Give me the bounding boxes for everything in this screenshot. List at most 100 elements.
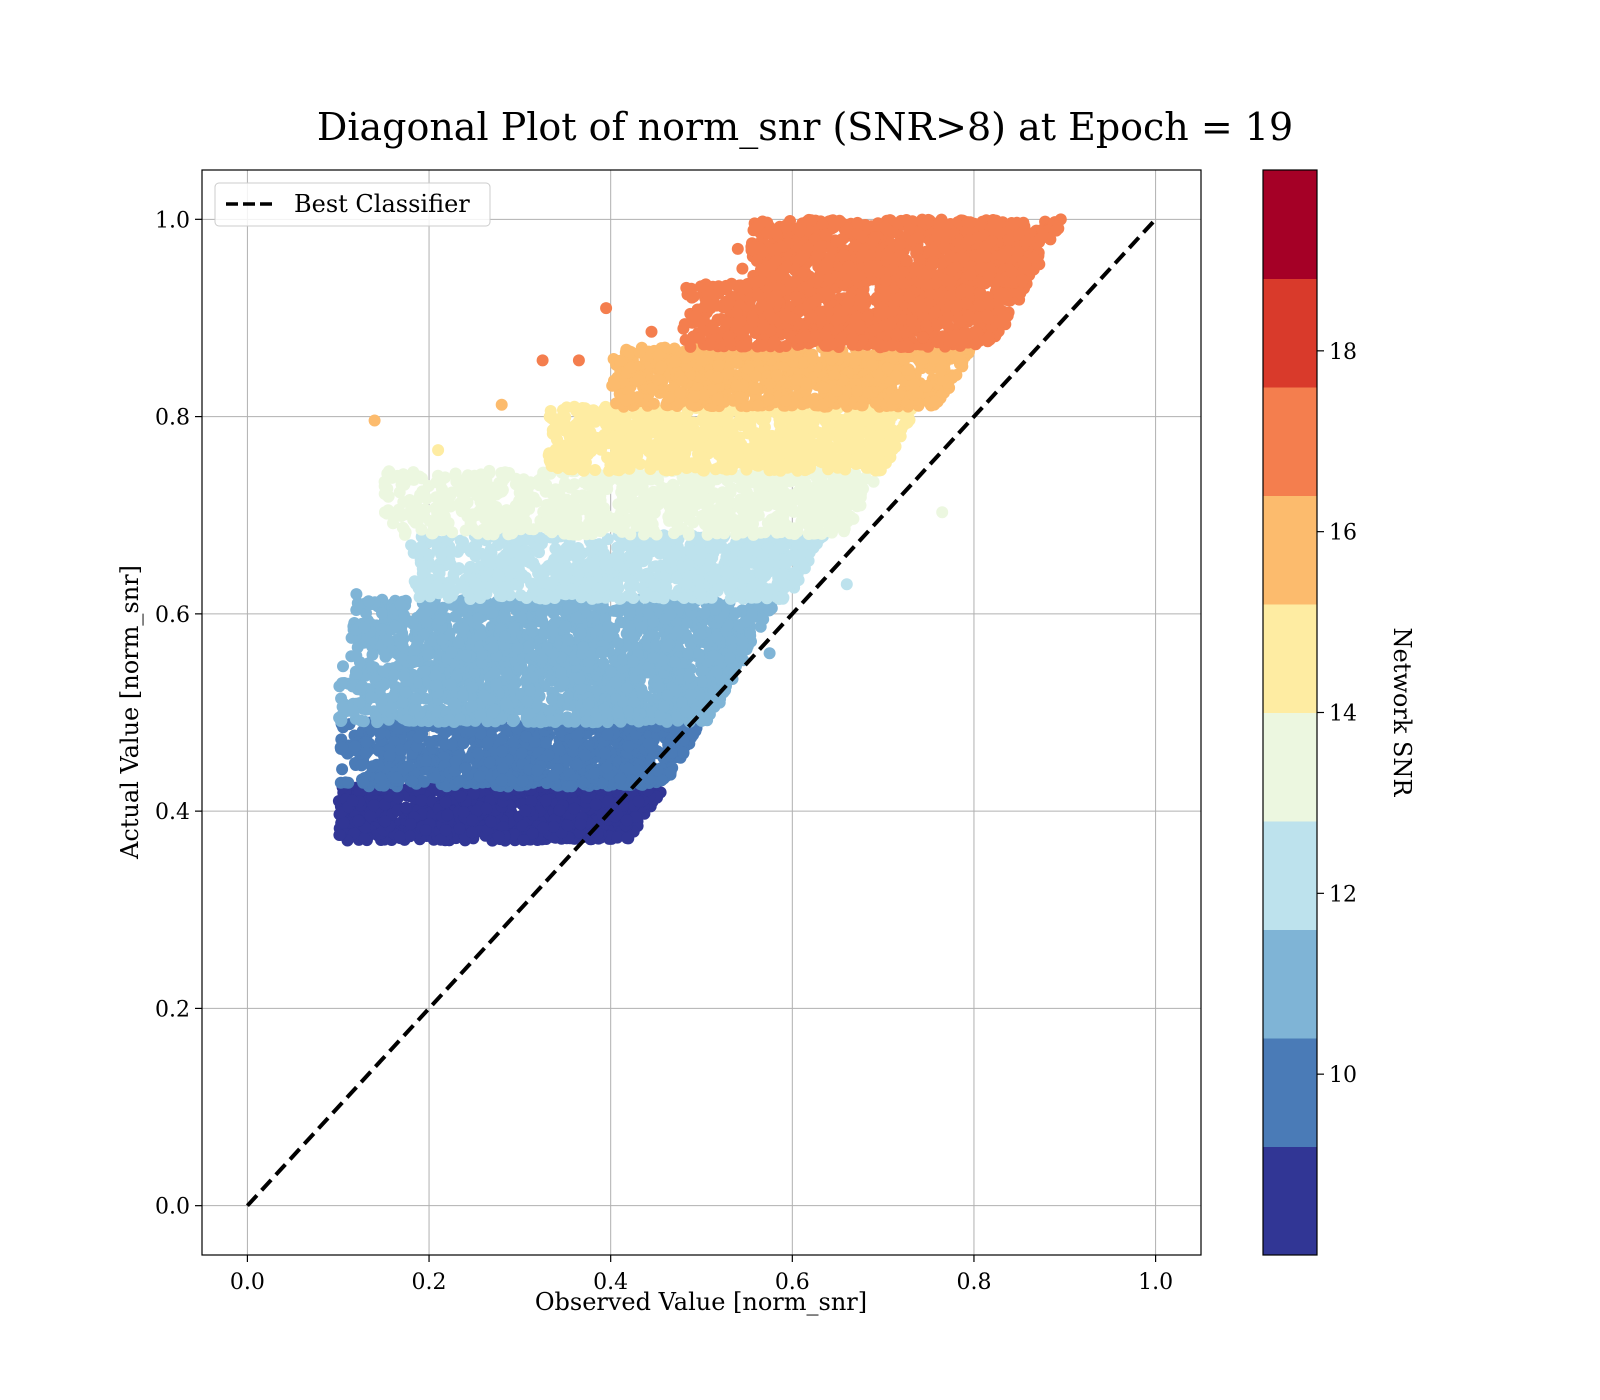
scatter-point-3563 xyxy=(422,648,435,661)
scatter-point-1089 xyxy=(418,775,431,788)
scatter-point-1712 xyxy=(366,760,379,773)
scatter-point-2685 xyxy=(397,670,410,683)
scatter-point-3569 xyxy=(452,636,465,649)
scatter-point-4371 xyxy=(584,545,597,558)
scatter-point-2683 xyxy=(521,695,534,708)
scatter-point-1774 xyxy=(357,776,370,789)
scatter-point-821 xyxy=(467,787,480,800)
scatter-point-4504 xyxy=(423,548,435,561)
scatter-point-1623 xyxy=(423,735,436,748)
scatter-point-1639 xyxy=(472,747,485,760)
scatter-point-3589 xyxy=(420,616,433,628)
scatter-point-3514 xyxy=(698,607,711,620)
scatter-point-3342 xyxy=(408,655,421,668)
scatter-point-1794 xyxy=(453,776,466,788)
scatter-point-851 xyxy=(454,790,467,803)
scatter-point-2526 xyxy=(336,700,349,713)
scatter-point-3543 xyxy=(486,641,499,654)
scatter-point-1746 xyxy=(664,766,677,779)
scatter-point-3495 xyxy=(474,628,487,641)
scatter-point-1778 xyxy=(614,773,627,786)
scatter-point-739 xyxy=(539,794,552,807)
scatter-point-1642 xyxy=(355,759,368,772)
scatter-point-1519 xyxy=(596,777,609,790)
scatter-point-839 xyxy=(602,795,615,808)
scatter-point-4380 xyxy=(719,565,732,578)
scatter-point-3548 xyxy=(358,621,371,634)
scatter-point-2691 xyxy=(524,684,536,697)
scatter-point-1744 xyxy=(540,777,553,790)
scatter-point-4436 xyxy=(640,587,653,600)
scatter-point-3561 xyxy=(709,603,722,616)
scatter-point-877 xyxy=(399,801,412,814)
scatter-point-870 xyxy=(547,820,560,833)
scatter-point-889 xyxy=(517,834,530,847)
scatter-point-3453 xyxy=(511,642,524,655)
scatter-point-1707 xyxy=(655,774,668,787)
scatter-point-3574 xyxy=(353,656,366,669)
scatter-point-3508 xyxy=(656,654,669,667)
scatter-point-2647 xyxy=(501,669,514,682)
scatter-point-1758 xyxy=(474,727,487,740)
scatter-point-2661 xyxy=(669,684,682,697)
scatter-point-831 xyxy=(333,829,346,841)
scatter-point-1593 xyxy=(336,741,349,754)
scatter-point-848 xyxy=(466,814,478,826)
scatter-point-2278 xyxy=(337,660,349,673)
scatter-point-838 xyxy=(466,826,478,839)
scatter-point-3600 xyxy=(541,641,553,654)
scatter-point-4489 xyxy=(548,592,561,604)
scatter-point-2584 xyxy=(546,693,558,706)
scatter-point-4478 xyxy=(693,542,706,555)
scatter-point-2689 xyxy=(609,676,622,689)
scatter-point-1759 xyxy=(599,747,611,760)
scatter-point-2253 xyxy=(495,712,508,725)
scatter-point-1488 xyxy=(495,732,508,745)
scatter-point-890 xyxy=(480,802,493,815)
scatter-point-3566 xyxy=(499,630,511,643)
scatter-point-891 xyxy=(434,833,447,846)
scatter-point-897 xyxy=(620,814,633,827)
scatter-point-4488 xyxy=(777,568,790,580)
scatter-point-3456 xyxy=(394,599,407,612)
scatter-point-873 xyxy=(621,832,634,845)
scatter-point-4461 xyxy=(759,569,772,582)
scatter-point-2601 xyxy=(620,682,633,695)
scatter-point-2583 xyxy=(396,696,409,709)
scatter-point-4151 xyxy=(405,539,418,552)
scatter-point-1791 xyxy=(412,731,425,744)
scatter-point-895 xyxy=(439,824,452,837)
scatter-point-2699 xyxy=(333,711,346,724)
scatter-point-1683 xyxy=(390,771,403,784)
scatter-point-4358 xyxy=(595,581,608,594)
scatter-point-1788 xyxy=(528,735,541,748)
scatter-point-1763 xyxy=(383,750,396,762)
scatter-point-2653 xyxy=(582,697,595,710)
scatter-point-3590 xyxy=(561,633,574,646)
scatter-point-3550 xyxy=(680,617,693,629)
chart-title: Diagonal Plot of norm_snr (SNR>8) at Epo… xyxy=(317,105,1293,150)
scatter-point-1776 xyxy=(570,729,583,742)
scatter-point-3525 xyxy=(366,648,379,661)
scatter-point-4502 xyxy=(546,576,559,588)
scatter-point-847 xyxy=(497,821,509,833)
scatter-point-1766 xyxy=(392,723,404,735)
scatter-point-3558 xyxy=(723,651,736,664)
scatter-point-1789 xyxy=(651,764,664,777)
scatter-point-2557 xyxy=(523,707,536,720)
scatter-point-3401 xyxy=(570,611,583,624)
scatter-point-4476 xyxy=(756,549,769,562)
scatter-point-2477 xyxy=(336,677,349,690)
scatter-point-4485 xyxy=(668,589,681,602)
scatter-point-1687 xyxy=(449,755,462,768)
scatter-point-4401 xyxy=(598,558,611,571)
scatter-point-1708 xyxy=(552,743,565,756)
scatter-point-1773 xyxy=(360,736,373,749)
scatter-point-1790 xyxy=(374,727,387,740)
scatter-point-4446 xyxy=(693,554,706,567)
scatter-point-781 xyxy=(470,804,483,817)
scatter-point-888 xyxy=(492,830,505,843)
scatter-point-2692 xyxy=(366,661,378,673)
scatter-point-2679 xyxy=(399,686,412,698)
